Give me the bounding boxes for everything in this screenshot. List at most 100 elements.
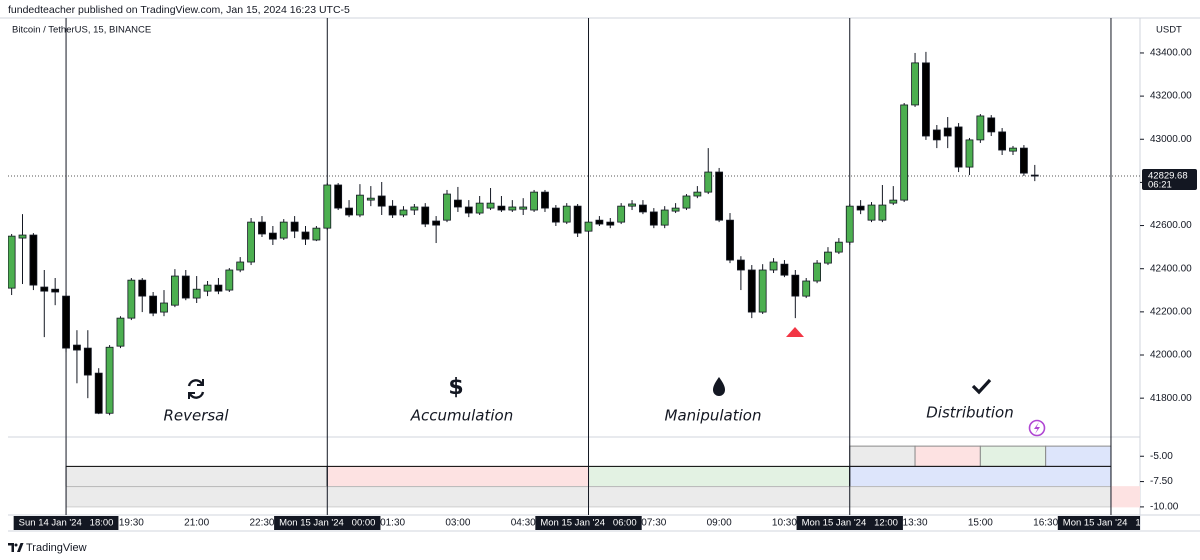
candle-body bbox=[160, 302, 168, 313]
candle-body bbox=[584, 221, 593, 232]
session-label-bg bbox=[1057, 516, 1140, 530]
candle-body bbox=[290, 221, 299, 232]
x-tick-label: 04:30 bbox=[511, 518, 536, 529]
candle-body bbox=[73, 344, 81, 351]
candle-body bbox=[551, 207, 560, 223]
session-label-bg bbox=[535, 516, 642, 530]
candle-body bbox=[976, 115, 985, 141]
candle-body bbox=[671, 207, 680, 212]
candle-body bbox=[301, 231, 310, 240]
candle-body bbox=[443, 193, 451, 221]
x-tick-label: 16:30 bbox=[1033, 518, 1058, 529]
x-tick-label: 22:30 bbox=[249, 518, 274, 529]
candle-body bbox=[943, 127, 952, 137]
candle-body bbox=[965, 139, 974, 168]
indicator-box bbox=[914, 445, 981, 467]
candle-body bbox=[715, 171, 724, 221]
candle-body bbox=[83, 347, 92, 376]
candle-body bbox=[51, 288, 60, 293]
indicator-box bbox=[65, 465, 328, 488]
countdown-label: 06:21 bbox=[1148, 180, 1172, 191]
candle-body bbox=[932, 129, 941, 141]
publish-line: fundedteacher published on TradingView.c… bbox=[8, 4, 350, 16]
indicator-tick-label: -5.00 bbox=[1150, 451, 1173, 462]
candle-body bbox=[345, 207, 353, 216]
candle-body bbox=[486, 202, 495, 209]
candle-body bbox=[258, 221, 266, 235]
candle-body bbox=[388, 205, 397, 216]
candle-body bbox=[116, 317, 125, 347]
candle-body bbox=[780, 263, 789, 276]
candle-body bbox=[682, 195, 691, 209]
candle-body bbox=[127, 279, 136, 319]
indicator-box bbox=[849, 465, 1112, 488]
x-tick-label: 07:30 bbox=[641, 518, 666, 529]
candle-body bbox=[366, 197, 375, 201]
y-tick-label: 41800.00 bbox=[1150, 393, 1192, 404]
time-axis: Sun 14 Jan '24 18:00 Mon 15 Jan '24 00:00… bbox=[13, 516, 1159, 530]
candle-body bbox=[845, 205, 854, 243]
session-tick-label: Sun 14 Jan '24 18:00 bbox=[19, 518, 114, 529]
y-tick-label: 43400.00 bbox=[1150, 48, 1192, 59]
candle-body bbox=[541, 191, 549, 209]
brand-logo bbox=[8, 543, 24, 552]
candle-body bbox=[508, 206, 517, 211]
session-tick-label: Mon 15 Jan '24 18:00 bbox=[1063, 518, 1159, 529]
indicator-box bbox=[849, 445, 916, 467]
candle-body bbox=[813, 262, 821, 282]
candle-body bbox=[410, 206, 419, 211]
candle-body bbox=[62, 295, 70, 349]
x-tick-label: 09:00 bbox=[707, 518, 732, 529]
candle-body bbox=[562, 205, 571, 223]
drop-icon bbox=[713, 377, 725, 396]
candle-body bbox=[475, 202, 484, 214]
indicator-box bbox=[326, 465, 590, 488]
signal-marker bbox=[786, 327, 804, 337]
candle-body bbox=[617, 205, 626, 223]
candle-body bbox=[312, 227, 321, 241]
candle-body bbox=[236, 261, 245, 271]
candle-body bbox=[747, 269, 756, 313]
candle-body bbox=[878, 204, 887, 221]
candle-body bbox=[421, 206, 430, 225]
indicator-tick-label: -10.00 bbox=[1150, 502, 1179, 513]
candle-body bbox=[922, 62, 930, 137]
candle-body bbox=[149, 295, 158, 314]
annotation-label: Accumulation bbox=[410, 407, 513, 425]
annotation-label: Reversal bbox=[163, 407, 229, 425]
last-price-label: 42829.68 bbox=[1148, 171, 1188, 182]
y-tick-label: 43000.00 bbox=[1150, 134, 1192, 145]
plot-area bbox=[8, 18, 1140, 515]
candle-body bbox=[867, 204, 876, 221]
candle-body bbox=[279, 221, 288, 239]
session-tick-label: Mon 15 Jan '24 06:00 bbox=[540, 518, 636, 529]
annotation-label: Distribution bbox=[926, 404, 1014, 422]
brand-name: TradingView bbox=[26, 542, 87, 554]
indicator-tick-label: -7.50 bbox=[1150, 476, 1173, 487]
candle-body bbox=[704, 171, 713, 193]
candle-body bbox=[453, 199, 462, 208]
candle-body bbox=[606, 221, 615, 226]
currency-label: USDT bbox=[1156, 25, 1182, 36]
candle-body bbox=[954, 126, 963, 168]
candle-body bbox=[29, 234, 38, 286]
candle-body bbox=[736, 259, 745, 271]
candle-body bbox=[192, 288, 201, 299]
session-label-bg bbox=[796, 516, 903, 530]
candle-body bbox=[802, 280, 811, 297]
plot-layer: Sun 14 Jan '24 18:00 Mon 15 Jan '24 00:00… bbox=[8, 18, 1197, 530]
candle-body bbox=[399, 209, 408, 216]
candle-body bbox=[693, 191, 702, 197]
candle-body bbox=[497, 205, 506, 211]
candle-body bbox=[356, 194, 364, 216]
candle-body bbox=[856, 205, 865, 211]
candle-body bbox=[8, 235, 16, 289]
candle-body bbox=[323, 184, 332, 229]
session-label-bg bbox=[13, 516, 119, 530]
session-label-bg bbox=[274, 516, 381, 530]
y-tick-label: 42000.00 bbox=[1150, 350, 1192, 361]
candle-body bbox=[628, 203, 636, 207]
symbol-title: Bitcoin / TetherUS, 15, BINANCE bbox=[12, 25, 151, 36]
